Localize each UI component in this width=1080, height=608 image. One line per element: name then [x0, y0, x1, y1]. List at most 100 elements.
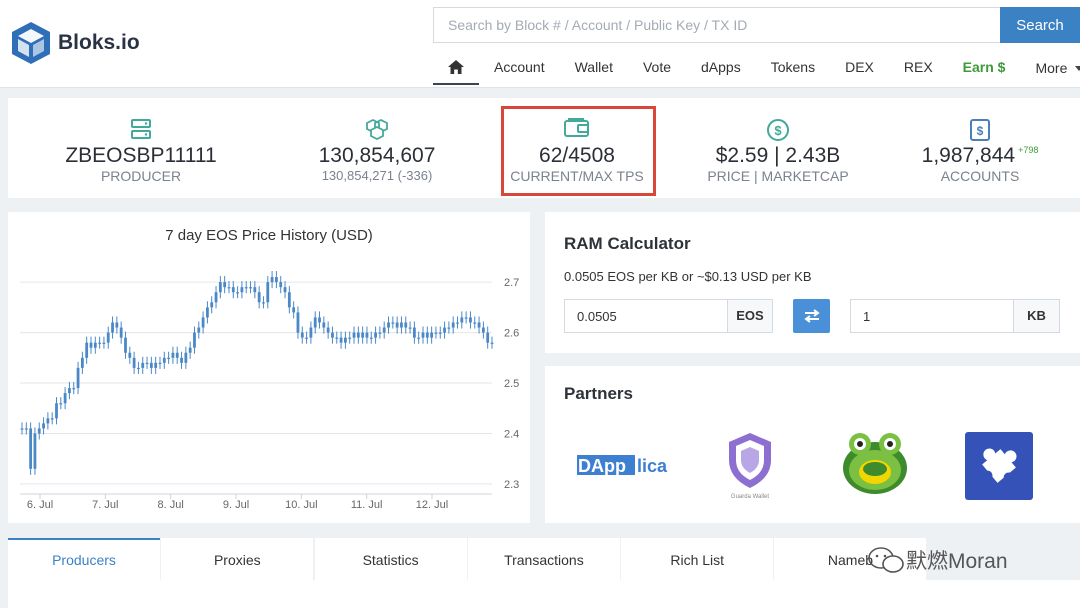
candle-body	[223, 282, 227, 288]
candle-body	[361, 332, 365, 338]
candle-body	[391, 322, 395, 324]
candle-body	[154, 362, 158, 368]
search-input[interactable]	[433, 7, 1001, 43]
stat-accounts[interactable]: $ 1,987,844 +798 ACCOUNTS	[898, 98, 1062, 198]
partner-guarda[interactable]: Guarda Wallet	[725, 430, 775, 505]
candle-body	[50, 418, 54, 420]
nav-home[interactable]	[433, 51, 479, 85]
tab-producers[interactable]: Producers	[8, 538, 160, 580]
nav-dex[interactable]: DEX	[845, 59, 874, 75]
nav-more-label: More	[1035, 60, 1068, 76]
tab-rich-list[interactable]: Rich List	[621, 538, 774, 580]
candle-body	[132, 357, 136, 368]
candle-body	[24, 428, 28, 430]
candle-body	[460, 317, 464, 323]
candle-body	[93, 342, 97, 348]
watermark-text: 默燃Moran	[906, 550, 1008, 573]
candle-body	[296, 312, 300, 333]
x-tick-label: 12. Jul	[416, 499, 448, 511]
chevron-down-icon	[1075, 65, 1080, 71]
candle-body	[434, 332, 438, 334]
candle-body	[262, 302, 265, 304]
server-icon	[131, 119, 151, 139]
stat-tps[interactable]: 62/4508 CURRENT/MAX TPS	[503, 98, 651, 198]
candle-body	[408, 327, 412, 329]
candle-body	[464, 317, 468, 319]
partner-puzzle[interactable]	[965, 432, 1033, 505]
watermark: 默燃Moran	[866, 545, 1008, 575]
logo-text: Bloks.io	[58, 31, 140, 54]
candle-body	[473, 322, 477, 324]
home-icon	[448, 60, 464, 74]
eos-amount-input[interactable]	[564, 299, 728, 333]
candle-body	[63, 393, 67, 404]
stats-bar: ZBEOSBP11111 PRODUCER 130,854,607 130,85…	[8, 98, 1080, 198]
candle-body	[210, 302, 214, 308]
nav-vote[interactable]: Vote	[642, 59, 672, 75]
candle-body	[29, 428, 33, 469]
candle-body	[162, 357, 166, 363]
block-value: 130,854,607	[318, 144, 436, 167]
candle-body	[37, 428, 41, 434]
candle-body	[266, 282, 270, 303]
candle-body	[227, 287, 231, 289]
candle-body	[236, 292, 239, 294]
candle-body	[356, 332, 360, 338]
y-tick-label: 2.5	[504, 378, 519, 390]
nav-earn[interactable]: Earn $	[962, 59, 1006, 75]
price-chart-panel: 7 day EOS Price History (USD) 2.3 2.4 2.5 2…	[8, 212, 530, 523]
candle-body	[313, 317, 317, 328]
stat-price[interactable]: $ $2.59 | 2.43B PRICE | MARKETCAP	[698, 98, 858, 198]
candle-body	[412, 327, 416, 338]
accounts-label: ACCOUNTS	[940, 168, 1020, 184]
candle-body	[292, 307, 296, 313]
candle-body	[275, 277, 278, 283]
candle-body	[193, 332, 196, 348]
y-tick-label: 2.6	[504, 328, 519, 340]
candle-body	[33, 433, 37, 469]
candle-body	[451, 322, 455, 328]
y-tick-label: 2.4	[504, 428, 519, 440]
nav-account[interactable]: Account	[494, 59, 545, 75]
tab-proxies[interactable]: Proxies	[161, 538, 314, 580]
candle-body	[283, 287, 287, 293]
swap-button[interactable]	[793, 299, 830, 333]
kb-amount-input[interactable]	[850, 299, 1014, 333]
chart-title: 7 day EOS Price History (USD)	[165, 227, 373, 244]
partner-frog[interactable]	[841, 432, 909, 501]
candle-body	[42, 423, 45, 429]
search-button[interactable]: Search	[1000, 7, 1080, 43]
dollar-coin-icon: $	[767, 119, 789, 141]
logo[interactable]: Bloks.io	[10, 20, 140, 66]
price-value: $2.59 | 2.43B	[715, 144, 841, 167]
partner-dapplica[interactable]: DApp lica	[577, 452, 677, 483]
stat-block[interactable]: 130,854,607 130,854,271 (-336)	[294, 98, 460, 198]
candle-body	[46, 418, 50, 424]
tab-statistics[interactable]: Statistics	[314, 538, 467, 580]
candle-body	[214, 292, 218, 303]
nav-tokens[interactable]: Tokens	[770, 59, 816, 75]
candle-body	[287, 292, 291, 308]
price-chart[interactable]: 2.3 2.4 2.5 2.6 2.7 6. Jul 7. Jul 8. Jul 9. Jul 1…	[8, 212, 530, 523]
nav-wallet[interactable]: Wallet	[574, 59, 613, 75]
tab-transactions[interactable]: Transactions	[467, 538, 620, 580]
guarda-shield-logo: Guarda Wallet	[729, 433, 771, 500]
candle-body	[240, 287, 244, 293]
nav-more[interactable]: More	[1020, 51, 1080, 85]
candle-body	[184, 352, 188, 363]
candle-body	[257, 292, 261, 303]
tab-content	[8, 580, 1080, 608]
candle-body	[481, 327, 485, 333]
candle-body	[124, 337, 127, 353]
y-tick-label: 2.3	[504, 479, 519, 491]
stat-producer[interactable]: ZBEOSBP11111 PRODUCER	[58, 98, 224, 198]
candle-body	[374, 332, 377, 338]
x-tick-label: 7. Jul	[92, 499, 118, 511]
accounts-value: 1,987,844 +798	[898, 144, 1062, 168]
nav-rex[interactable]: REX	[903, 59, 933, 75]
candle-body	[89, 342, 93, 348]
kb-unit-label: KB	[1014, 299, 1060, 333]
ram-calculator-panel: RAM Calculator 0.0505 EOS per KB or ~$0.…	[545, 212, 1080, 353]
nav-dapps[interactable]: dApps	[701, 59, 741, 75]
candle-body	[206, 307, 209, 318]
